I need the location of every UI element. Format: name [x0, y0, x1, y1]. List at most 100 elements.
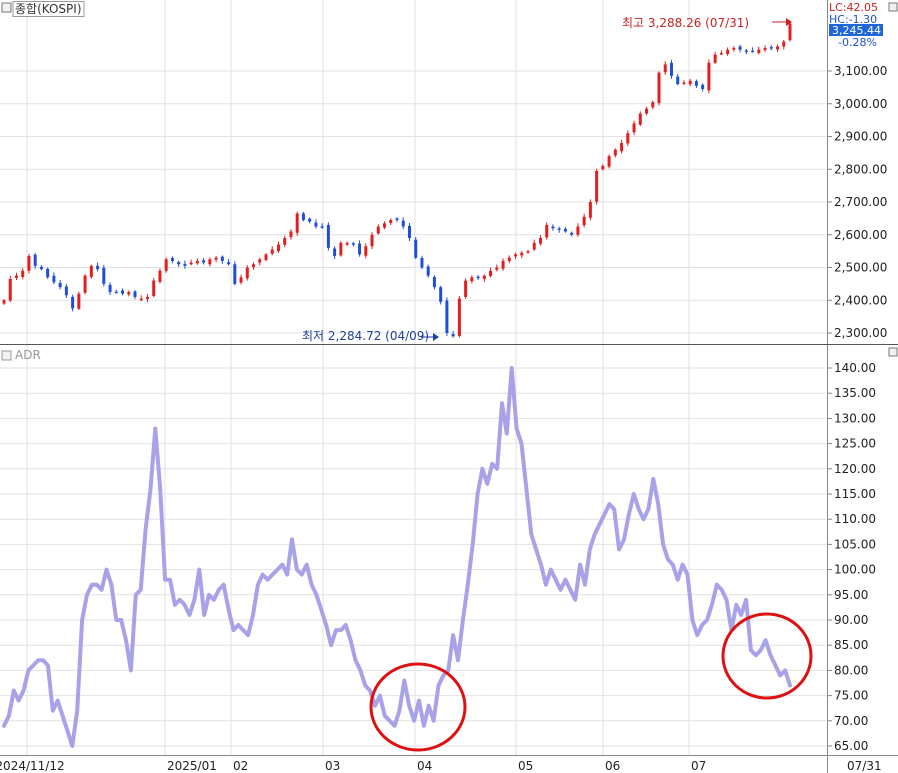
candle-body [389, 220, 393, 223]
candle-body [127, 292, 131, 295]
candle-body [77, 293, 81, 309]
time-tick-label: 07 [691, 759, 706, 773]
last-price-box [829, 24, 883, 36]
candle-body [676, 76, 680, 85]
candle-body [145, 296, 149, 299]
candle-body [432, 276, 436, 288]
low-annotation: 최저 2,284.72 (04/09) [302, 329, 439, 343]
candle-body [538, 238, 542, 244]
candle-body [595, 170, 599, 202]
kospi-title: 종합(KOSPI) [15, 2, 82, 16]
candle-body [769, 47, 773, 49]
candle-body [738, 46, 742, 50]
adr-panel-toggle-icon[interactable] [1, 350, 12, 361]
candle-body [152, 280, 156, 296]
candle-body [121, 290, 125, 294]
candle-body [314, 222, 318, 227]
candle-body [195, 260, 199, 264]
candle-body [757, 49, 761, 53]
price-tick-label: 2,700.00 [834, 195, 887, 209]
kospi-panel-toggle-icon[interactable] [1, 2, 12, 13]
adr-title: ADR [15, 348, 41, 362]
adr-tick-label: 140.00 [834, 361, 876, 375]
adr-panel-header[interactable]: ADR [1, 348, 41, 362]
high-annotation: 최고 3,288.26 (07/31) [622, 16, 792, 30]
price-tick-label: 3,100.00 [834, 64, 887, 78]
price-tick-label: 2,500.00 [834, 261, 887, 275]
time-tick-label: 02 [233, 759, 248, 773]
candle-body [39, 266, 43, 270]
candle-body [532, 242, 536, 250]
panel-maximize-icons[interactable] [888, 2, 898, 357]
candle-body [276, 244, 280, 252]
candle-body [33, 254, 37, 266]
candle-body [476, 276, 480, 279]
candle-body [669, 62, 673, 76]
candle-body [470, 277, 474, 282]
candle-body [376, 226, 380, 234]
low-arrow-icon [433, 333, 439, 341]
candle-body [252, 264, 256, 268]
candle-body [657, 72, 661, 104]
candle-body [464, 280, 468, 297]
candle-body [383, 223, 387, 228]
price-tick-label: 2,900.00 [834, 130, 887, 144]
candle-body [751, 50, 755, 53]
candle-body [158, 270, 162, 282]
candle-body [457, 298, 461, 336]
adr-tick-label: 80.00 [834, 663, 868, 677]
candle-body [264, 254, 268, 260]
grid-layer [0, 0, 826, 755]
candle-body [364, 246, 368, 256]
candle-body [8, 278, 12, 301]
candle-body [308, 218, 312, 222]
candle-body [545, 224, 549, 238]
candle-body [620, 143, 624, 152]
adr-tick-label: 75.00 [834, 689, 868, 703]
candles-layer [2, 22, 792, 338]
adr-tick-label: 105.00 [834, 537, 876, 551]
candle-body [239, 277, 243, 283]
candle-body [214, 257, 218, 260]
candle-body [133, 291, 137, 297]
last-price-label: 3,245.44 [832, 24, 881, 37]
candle-body [788, 23, 792, 41]
candle-body [651, 102, 655, 108]
candle-body [694, 81, 698, 86]
candle-body [638, 113, 642, 125]
candle-body [414, 239, 418, 258]
candle-body [407, 225, 411, 239]
high-annotation-label: 최고 3,288.26 (07/31) [622, 16, 749, 30]
candle-body [588, 202, 592, 218]
adr-tick-label: 120.00 [834, 462, 876, 476]
bottom-panel-maximize-icon[interactable] [888, 347, 898, 357]
high-arrow-icon [786, 18, 792, 26]
candle-body [682, 82, 686, 84]
candle-body [139, 298, 143, 301]
candle-body [326, 224, 330, 248]
candle-body [482, 275, 486, 279]
hc-legend: HC:-1.30 [829, 13, 877, 26]
candle-body [395, 218, 399, 221]
adr-tick-label: 65.00 [834, 739, 868, 753]
low-annotation-label: 최저 2,284.72 (04/09) [302, 329, 429, 343]
candle-body [208, 259, 212, 265]
candle-body [333, 248, 337, 257]
kospi-panel-header[interactable]: 종합(KOSPI) [1, 1, 85, 17]
candle-body [439, 287, 443, 302]
candle-body [320, 226, 324, 228]
candle-body [701, 84, 705, 90]
top-panel-maximize-icon[interactable] [888, 2, 898, 12]
candle-body [102, 267, 106, 284]
adr-layer [2, 366, 792, 748]
adr-tick-label: 125.00 [834, 437, 876, 451]
candle-body [507, 257, 511, 261]
candle-body [732, 48, 736, 50]
candle-body [183, 263, 187, 266]
lc-legend: LC:42.05 [829, 1, 878, 14]
adr-tick-label: 100.00 [834, 563, 876, 577]
candle-body [2, 300, 6, 304]
candle-body [114, 291, 118, 294]
candle-body [289, 231, 293, 238]
candle-body [258, 259, 262, 263]
